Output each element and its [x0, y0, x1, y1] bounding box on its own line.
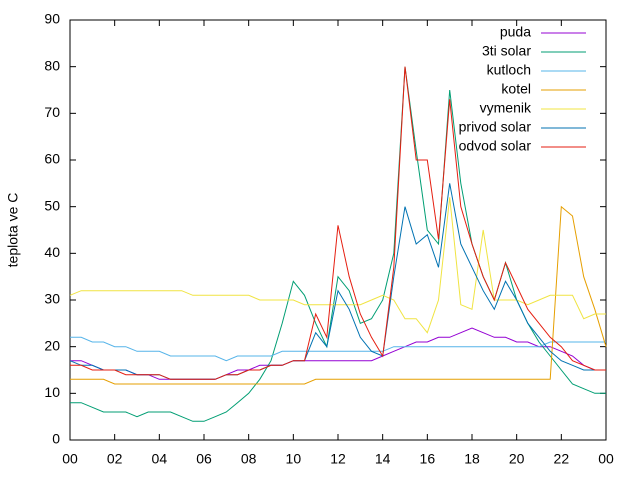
- y-tick-label: 50: [44, 197, 60, 213]
- legend-label: kutloch: [487, 62, 531, 78]
- legend-label: privod solar: [459, 119, 532, 135]
- y-tick-label: 20: [44, 337, 60, 353]
- x-tick-label: 02: [107, 451, 123, 467]
- y-tick-label: 60: [44, 151, 60, 167]
- y-tick-label: 0: [52, 431, 60, 447]
- y-tick-label: 10: [44, 384, 60, 400]
- y-tick-label: 90: [44, 11, 60, 27]
- y-tick-label: 80: [44, 57, 60, 73]
- x-tick-label: 10: [286, 451, 302, 467]
- series-line: [70, 205, 607, 385]
- y-tick-label: 30: [44, 291, 60, 307]
- legend-label: kotel: [501, 81, 531, 97]
- legend-label: odvod solar: [459, 138, 532, 154]
- legend-label: 3ti solar: [482, 43, 531, 59]
- x-tick-label: 22: [554, 451, 570, 467]
- legend-label: puda: [500, 24, 531, 40]
- series-line: [70, 327, 606, 380]
- x-tick-label: 00: [62, 451, 78, 467]
- x-tick-label: 18: [464, 451, 480, 467]
- series-line: [70, 66, 606, 380]
- y-axis-label: teplota ve C: [5, 193, 21, 268]
- x-tick-label: 14: [375, 451, 391, 467]
- legend-label: vymenik: [480, 100, 532, 116]
- x-tick-label: 00: [598, 451, 614, 467]
- x-tick-label: 06: [196, 451, 212, 467]
- series-line: [69, 183, 606, 380]
- x-tick-label: 16: [420, 451, 436, 467]
- x-tick-label: 08: [241, 451, 257, 467]
- series-line: [70, 336, 606, 362]
- y-tick-label: 40: [44, 244, 60, 260]
- x-tick-label: 12: [330, 451, 346, 467]
- series-line: [69, 197, 606, 334]
- x-tick-label: 20: [509, 451, 525, 467]
- x-tick-label: 04: [152, 451, 168, 467]
- y-tick-label: 70: [44, 104, 60, 120]
